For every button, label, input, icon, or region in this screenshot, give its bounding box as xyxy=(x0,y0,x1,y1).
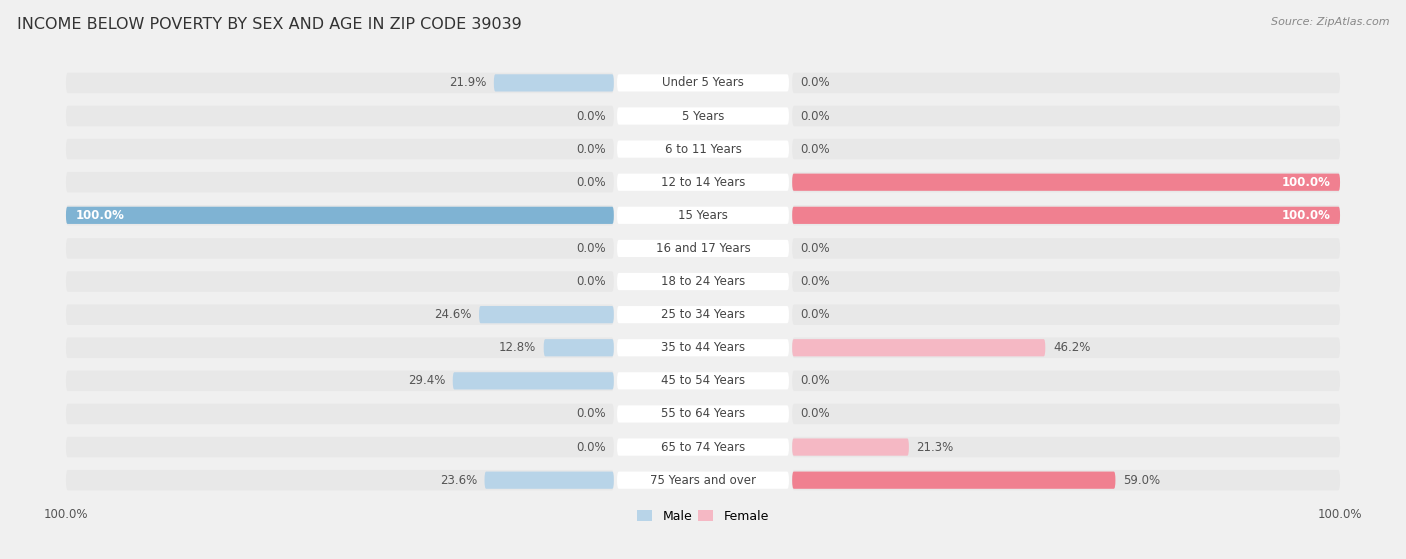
FancyBboxPatch shape xyxy=(792,106,1340,126)
Text: 21.9%: 21.9% xyxy=(449,77,486,89)
Text: 0.0%: 0.0% xyxy=(576,143,606,155)
Text: 29.4%: 29.4% xyxy=(408,375,446,387)
FancyBboxPatch shape xyxy=(792,205,1340,226)
FancyBboxPatch shape xyxy=(66,73,614,93)
FancyBboxPatch shape xyxy=(792,238,1340,259)
Text: 100.0%: 100.0% xyxy=(1282,176,1330,189)
FancyBboxPatch shape xyxy=(792,438,908,456)
FancyBboxPatch shape xyxy=(792,207,1340,224)
Text: 0.0%: 0.0% xyxy=(800,77,830,89)
Text: 0.0%: 0.0% xyxy=(800,143,830,155)
Text: 0.0%: 0.0% xyxy=(800,375,830,387)
Text: Source: ZipAtlas.com: Source: ZipAtlas.com xyxy=(1271,17,1389,27)
FancyBboxPatch shape xyxy=(617,74,789,92)
Text: 0.0%: 0.0% xyxy=(800,308,830,321)
Text: 0.0%: 0.0% xyxy=(576,408,606,420)
FancyBboxPatch shape xyxy=(617,438,789,456)
Text: 100.0%: 100.0% xyxy=(1282,209,1330,222)
FancyBboxPatch shape xyxy=(617,306,789,323)
Text: 46.2%: 46.2% xyxy=(1053,341,1090,354)
FancyBboxPatch shape xyxy=(617,240,789,257)
Text: 0.0%: 0.0% xyxy=(576,176,606,189)
FancyBboxPatch shape xyxy=(66,207,614,224)
FancyBboxPatch shape xyxy=(792,404,1340,424)
Text: 65 to 74 Years: 65 to 74 Years xyxy=(661,440,745,453)
FancyBboxPatch shape xyxy=(792,305,1340,325)
Text: 0.0%: 0.0% xyxy=(576,440,606,453)
FancyBboxPatch shape xyxy=(792,139,1340,159)
Text: 12 to 14 Years: 12 to 14 Years xyxy=(661,176,745,189)
Text: Under 5 Years: Under 5 Years xyxy=(662,77,744,89)
Legend: Male, Female: Male, Female xyxy=(633,505,773,528)
Text: 0.0%: 0.0% xyxy=(576,110,606,122)
FancyBboxPatch shape xyxy=(617,107,789,125)
FancyBboxPatch shape xyxy=(617,472,789,489)
FancyBboxPatch shape xyxy=(792,172,1340,192)
Text: 59.0%: 59.0% xyxy=(1123,473,1160,487)
Text: 100.0%: 100.0% xyxy=(76,209,124,222)
Text: 0.0%: 0.0% xyxy=(576,242,606,255)
FancyBboxPatch shape xyxy=(66,238,614,259)
Text: 0.0%: 0.0% xyxy=(576,275,606,288)
FancyBboxPatch shape xyxy=(792,437,1340,457)
Text: 12.8%: 12.8% xyxy=(499,341,536,354)
FancyBboxPatch shape xyxy=(66,106,614,126)
FancyBboxPatch shape xyxy=(792,271,1340,292)
FancyBboxPatch shape xyxy=(792,339,1045,356)
FancyBboxPatch shape xyxy=(617,207,789,224)
FancyBboxPatch shape xyxy=(485,472,614,489)
Text: 5 Years: 5 Years xyxy=(682,110,724,122)
FancyBboxPatch shape xyxy=(792,338,1340,358)
Text: 0.0%: 0.0% xyxy=(800,110,830,122)
Text: 23.6%: 23.6% xyxy=(440,473,477,487)
FancyBboxPatch shape xyxy=(453,372,614,390)
FancyBboxPatch shape xyxy=(792,73,1340,93)
FancyBboxPatch shape xyxy=(544,339,614,356)
Text: 21.3%: 21.3% xyxy=(917,440,953,453)
Text: 6 to 11 Years: 6 to 11 Years xyxy=(665,143,741,155)
FancyBboxPatch shape xyxy=(66,470,614,490)
FancyBboxPatch shape xyxy=(617,174,789,191)
FancyBboxPatch shape xyxy=(66,305,614,325)
FancyBboxPatch shape xyxy=(792,174,1340,191)
FancyBboxPatch shape xyxy=(479,306,614,323)
FancyBboxPatch shape xyxy=(617,372,789,390)
Text: 55 to 64 Years: 55 to 64 Years xyxy=(661,408,745,420)
FancyBboxPatch shape xyxy=(66,172,614,192)
FancyBboxPatch shape xyxy=(617,405,789,423)
FancyBboxPatch shape xyxy=(66,271,614,292)
FancyBboxPatch shape xyxy=(494,74,614,92)
FancyBboxPatch shape xyxy=(66,371,614,391)
Text: INCOME BELOW POVERTY BY SEX AND AGE IN ZIP CODE 39039: INCOME BELOW POVERTY BY SEX AND AGE IN Z… xyxy=(17,17,522,32)
FancyBboxPatch shape xyxy=(792,371,1340,391)
Text: 24.6%: 24.6% xyxy=(434,308,471,321)
FancyBboxPatch shape xyxy=(617,140,789,158)
FancyBboxPatch shape xyxy=(66,338,614,358)
Text: 0.0%: 0.0% xyxy=(800,275,830,288)
Text: 15 Years: 15 Years xyxy=(678,209,728,222)
FancyBboxPatch shape xyxy=(792,472,1115,489)
FancyBboxPatch shape xyxy=(66,205,614,226)
Text: 18 to 24 Years: 18 to 24 Years xyxy=(661,275,745,288)
Text: 25 to 34 Years: 25 to 34 Years xyxy=(661,308,745,321)
FancyBboxPatch shape xyxy=(792,470,1340,490)
Text: 45 to 54 Years: 45 to 54 Years xyxy=(661,375,745,387)
Text: 16 and 17 Years: 16 and 17 Years xyxy=(655,242,751,255)
Text: 35 to 44 Years: 35 to 44 Years xyxy=(661,341,745,354)
FancyBboxPatch shape xyxy=(66,404,614,424)
Text: 75 Years and over: 75 Years and over xyxy=(650,473,756,487)
FancyBboxPatch shape xyxy=(66,139,614,159)
FancyBboxPatch shape xyxy=(617,273,789,290)
FancyBboxPatch shape xyxy=(617,339,789,356)
Text: 0.0%: 0.0% xyxy=(800,242,830,255)
FancyBboxPatch shape xyxy=(66,437,614,457)
Text: 0.0%: 0.0% xyxy=(800,408,830,420)
